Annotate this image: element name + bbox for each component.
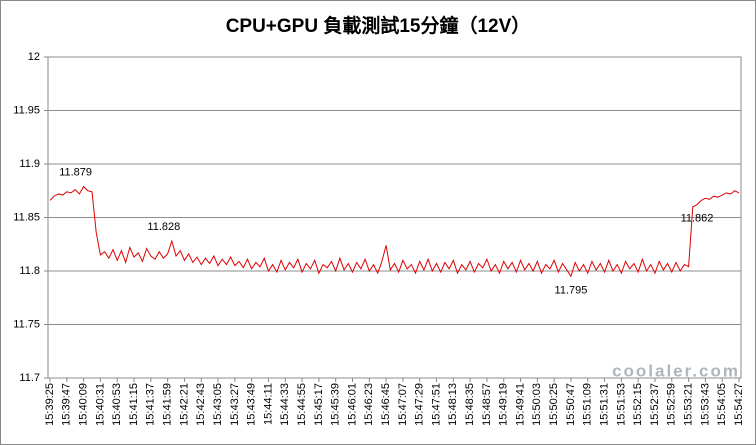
x-tick-label: 15:46:45	[380, 383, 392, 426]
x-tick-label: 15:51:31	[598, 383, 610, 426]
y-tick-label: 11.7	[19, 372, 40, 384]
x-tick-label: 15:39:47	[61, 383, 73, 426]
y-tick-label: 11.85	[13, 211, 40, 223]
x-tick-label: 15:41:59	[162, 383, 174, 426]
y-tick-label: 11.9	[19, 158, 40, 170]
x-tick-label: 15:50:47	[565, 383, 577, 426]
data-line	[49, 185, 740, 278]
value-label: 11.828	[147, 221, 180, 233]
x-tick-label: 15:45:17	[313, 383, 325, 426]
x-tick-label: 15:44:33	[279, 383, 291, 426]
x-tick-label: 15:47:51	[430, 383, 442, 426]
x-tick-label: 15:46:01	[346, 383, 358, 426]
value-label: 11.795	[555, 284, 588, 296]
grid	[48, 56, 741, 379]
y-tick-label: 11.95	[13, 104, 40, 116]
x-tick-label: 15:50:25	[548, 383, 560, 426]
x-tick-label: 15:40:31	[94, 383, 106, 426]
x-tick-label: 15:51:09	[582, 383, 594, 426]
x-tick-label: 15:47:07	[397, 383, 409, 426]
x-tick-label: 15:41:37	[145, 383, 157, 426]
x-tick-label: 15:46:23	[363, 383, 375, 426]
y-tick-label: 12	[28, 51, 40, 63]
x-tick-label: 15:51:53	[615, 383, 627, 426]
watermark: coolaler.com	[612, 361, 740, 380]
x-tick-label: 15:54:05	[716, 383, 728, 426]
x-tick-label: 15:48:57	[481, 383, 493, 426]
x-tick-label: 15:44:55	[296, 383, 308, 426]
x-tick-label: 15:49:41	[514, 383, 526, 426]
x-tick-label: 15:49:19	[498, 383, 510, 426]
x-tick-label: 15:44:11	[262, 383, 274, 425]
x-tick-label: 15:48:35	[464, 383, 476, 426]
x-tick-label: 15:54:27	[733, 383, 745, 426]
x-tick-label: 15:53:43	[699, 383, 711, 426]
x-tick-label: 15:52:59	[666, 383, 678, 426]
x-tick-label: 15:42:43	[195, 383, 207, 426]
x-tick-label: 15:42:21	[178, 383, 190, 426]
x-tick-label: 15:52:15	[632, 383, 644, 426]
x-tick-label: 15:50:03	[531, 383, 543, 426]
x-tick-label: 15:43:05	[212, 383, 224, 426]
x-tick-label: 15:47:29	[414, 383, 426, 426]
x-tick-label: 15:52:37	[649, 383, 661, 426]
y-tick-label: 11.75	[13, 318, 40, 330]
x-tick-label: 15:45:39	[330, 383, 342, 426]
value-label: 11.862	[681, 213, 714, 225]
value-label: 11.879	[59, 166, 92, 178]
x-tick-label: 15:39:25	[44, 383, 56, 426]
x-tick-label: 15:43:27	[229, 383, 241, 426]
x-tick-label: 15:40:53	[111, 383, 123, 426]
y-tick-label: 11.8	[19, 265, 40, 277]
x-tick-label: 15:48:13	[447, 383, 459, 426]
labels: 11.879 11.828 11.795 11.862	[59, 166, 713, 296]
x-tick-label: 15:41:15	[128, 383, 140, 426]
x-tick-label: 15:40:09	[78, 383, 90, 426]
chart-title: CPU+GPU 負載測試15分鐘（12V）	[226, 14, 531, 37]
x-tick-label: 15:43:49	[246, 383, 258, 426]
x-tick-label: 15:53:21	[682, 383, 694, 426]
